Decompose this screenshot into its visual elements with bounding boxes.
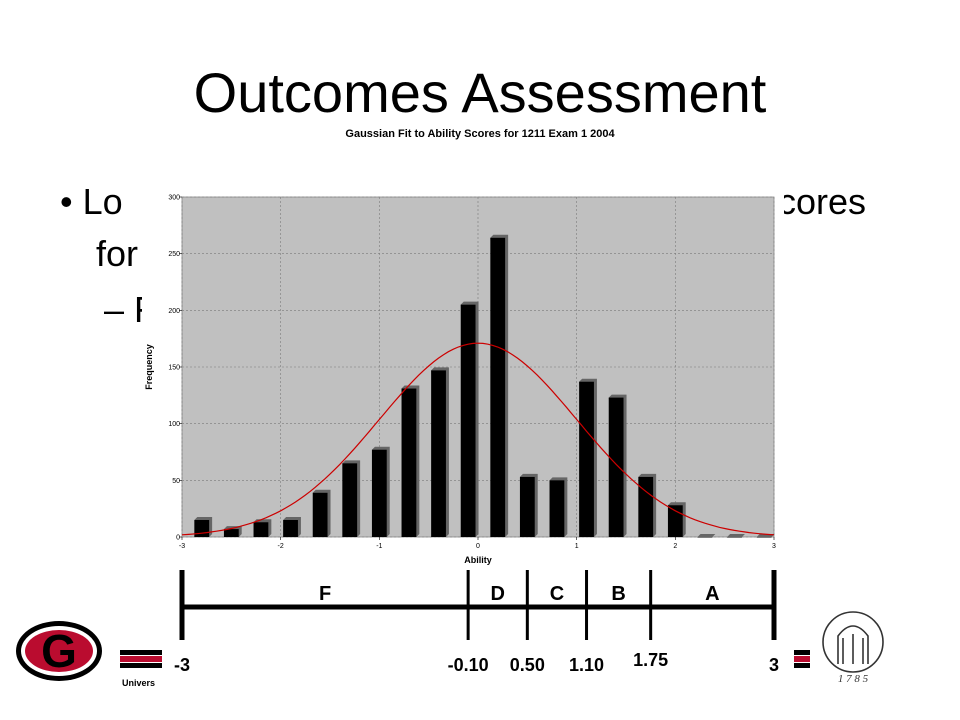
grade-scale: -3 -0.10 0.50 1.10 1.75 3 F D C B A	[174, 570, 779, 675]
grade-label: A	[705, 583, 719, 605]
bar	[608, 397, 624, 537]
bar	[431, 370, 446, 537]
bar-shadow	[697, 534, 716, 537]
bar	[490, 237, 506, 538]
grade-label: D	[491, 583, 505, 605]
bar	[638, 476, 654, 537]
seal-circle	[822, 611, 884, 673]
bar	[460, 304, 476, 537]
cutoff-label: -3	[174, 655, 190, 675]
y-tick-label: 200	[168, 308, 180, 315]
y-tick-label: 300	[168, 195, 180, 202]
arch-seal-icon	[822, 611, 884, 673]
x-tick-label: 0	[476, 543, 480, 550]
x-tick-label: -1	[376, 543, 382, 550]
x-tick-label: 3	[772, 543, 776, 550]
seal-arch	[837, 625, 869, 664]
grade-label: C	[550, 583, 564, 605]
bar	[253, 522, 269, 537]
grade-label: F	[319, 583, 331, 605]
y-axis-label: Frequency	[144, 344, 154, 390]
left-stripe-black-bottom	[120, 663, 162, 668]
y-tick-label: 50	[172, 478, 180, 485]
bar	[371, 449, 387, 537]
footer-university-text: Univers	[122, 678, 156, 688]
x-tick-label: -3	[179, 543, 185, 550]
bar	[579, 381, 594, 537]
bar	[549, 480, 565, 537]
right-stripe-red	[794, 656, 810, 662]
bullet-line-2-start: for	[96, 233, 139, 274]
left-stripe-black-top	[120, 650, 162, 655]
logo-red-ellipse	[25, 630, 93, 672]
left-stripe-bars	[120, 650, 162, 668]
bar	[519, 476, 535, 537]
y-tick-label: 100	[168, 421, 180, 428]
y-axis-ticks: 0 50 100 150 200 250 300	[168, 195, 182, 542]
bar	[194, 520, 210, 537]
bar-shadow	[727, 534, 745, 537]
bar	[283, 520, 298, 537]
cutoff-label: -0.10	[448, 655, 489, 675]
bar	[401, 388, 417, 537]
cutoff-label: 1.75	[633, 650, 668, 670]
bullet-line-1-text: Lo	[82, 181, 123, 222]
cutoff-label: 1.10	[569, 655, 604, 675]
y-tick-label: 0	[176, 535, 180, 542]
x-axis-ticks: -3 -2 -1 0 1 2 3	[179, 537, 776, 550]
georgia-logo: G	[16, 621, 102, 681]
x-tick-label: 2	[673, 543, 677, 550]
cutoff-label: 3	[769, 655, 779, 675]
gaussian-fit-curve	[181, 342, 775, 536]
right-stripe-black-bottom	[794, 663, 810, 668]
x-tick-label: -2	[278, 543, 284, 550]
slide-title: Outcomes Assessment	[193, 61, 767, 124]
chart-title: Gaussian Fit to Ability Scores for 1211 …	[345, 128, 615, 140]
bullet-line-1-end: cores	[778, 181, 867, 222]
bar	[667, 505, 683, 537]
right-stripe-black-top	[794, 650, 810, 655]
right-stripe-bars	[794, 650, 810, 668]
y-tick-label: 250	[168, 251, 180, 258]
left-stripe-red	[120, 656, 162, 662]
bar	[697, 537, 713, 538]
bar	[312, 492, 328, 537]
bar	[223, 529, 239, 537]
logo-letter: G	[41, 625, 77, 677]
seal-year: 1 7 8 5	[838, 673, 869, 685]
bar	[727, 537, 742, 538]
bullet-line-1-start: • Lo	[60, 181, 123, 222]
cutoff-label: 0.50	[510, 655, 545, 675]
x-axis-label: Ability	[464, 555, 492, 565]
grade-label: B	[611, 583, 625, 605]
bar-group	[194, 234, 775, 538]
y-tick-label: 150	[168, 365, 180, 372]
bar	[756, 537, 772, 538]
bar	[342, 463, 358, 537]
x-tick-label: 1	[575, 543, 579, 550]
